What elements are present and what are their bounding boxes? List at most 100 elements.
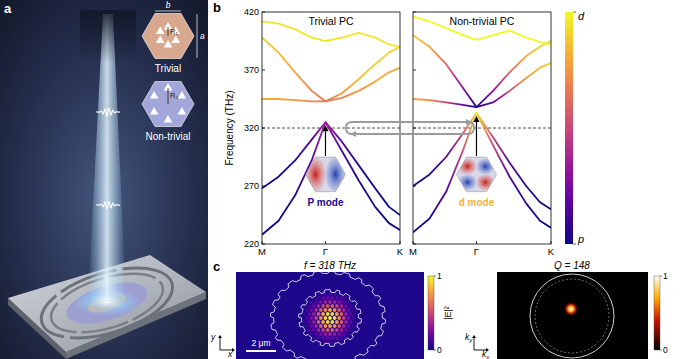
field-spot: [307, 304, 311, 308]
field-spot: [326, 312, 330, 316]
field-spot: [335, 320, 339, 324]
y-tick: [413, 186, 416, 187]
axis-label: kx: [482, 349, 490, 359]
field-spot: [328, 316, 332, 320]
inset-arrow: [325, 131, 326, 156]
field-spot: [317, 296, 321, 300]
dimension-line: [155, 11, 181, 12]
field-spot: [312, 320, 316, 324]
field-spot: [353, 320, 357, 324]
field-spot: [312, 304, 316, 308]
field-spot: [333, 308, 337, 312]
arrow-head: [466, 119, 472, 125]
radius-line: [168, 88, 169, 104]
field-spot: [330, 312, 334, 316]
rect: [305, 154, 345, 194]
field-spot: [344, 320, 348, 324]
field-spot: [344, 328, 348, 332]
dimension-line: [197, 14, 198, 58]
text: R₁: [170, 27, 178, 36]
inset-frame: [306, 157, 346, 192]
field-spot: [330, 304, 334, 308]
field-spot: [335, 312, 339, 316]
field-spot: [326, 320, 330, 324]
axis-symbol: x: [227, 349, 233, 359]
band-plot: 220270320370420MΓKTrivial PCFrequency (T…: [224, 7, 404, 257]
mode-profile: [456, 154, 496, 194]
text: Frequency (THz): [224, 90, 235, 165]
y-tick: [413, 128, 416, 129]
unit-cell: [142, 82, 194, 127]
field-spot: [317, 320, 321, 324]
arrow-head: [473, 116, 479, 122]
field-spot: [324, 308, 328, 312]
arrow-head: [350, 131, 356, 137]
field-lobe: [325, 157, 345, 191]
field-spot: [340, 312, 344, 316]
field-spot: [324, 316, 328, 320]
cavity-outline: [270, 272, 385, 359]
field-spot: [317, 328, 321, 332]
field-spot: [317, 312, 321, 316]
field-spot: [347, 316, 351, 320]
axis-arrow: [220, 338, 221, 350]
field-spot: [349, 328, 353, 332]
field-spot: [337, 300, 341, 304]
field-spot: [335, 304, 339, 308]
field-spot: [307, 328, 311, 332]
text: Γ: [323, 246, 328, 257]
field-spot: [344, 296, 348, 300]
text: M: [258, 246, 266, 257]
field-spot: [347, 308, 351, 312]
text: 1: [437, 271, 442, 281]
band: [262, 122, 400, 215]
field-spot: [340, 320, 344, 324]
text: c: [213, 259, 220, 274]
field-spot: [347, 324, 351, 328]
exchange-loop: [346, 122, 474, 134]
text: K: [397, 246, 404, 257]
text: Q = 148: [554, 260, 590, 271]
field-spot: [305, 324, 309, 328]
band: [262, 68, 400, 102]
field-spot: [333, 332, 337, 336]
field-spot: [333, 324, 337, 328]
light-cone: [530, 274, 614, 358]
text: Γ: [474, 246, 479, 257]
far-field-background: [497, 272, 648, 359]
y-tick: [262, 12, 265, 13]
field-spot: [312, 336, 316, 340]
field-spot: [328, 324, 332, 328]
text: a: [200, 31, 205, 41]
field-spot: [319, 332, 323, 336]
field-spot: [328, 308, 332, 312]
field-spot: [340, 328, 344, 332]
unit-cell: [142, 14, 194, 59]
plot-frame: [413, 12, 551, 244]
field-spot: [319, 300, 323, 304]
field-spot: [340, 336, 344, 340]
air-triangle: [172, 36, 181, 43]
field-spot: [310, 316, 314, 320]
arrow-head: [218, 335, 222, 338]
text: 370: [244, 65, 259, 75]
field-spot: [310, 308, 314, 312]
field-map: [236, 272, 424, 359]
y-tick: [413, 12, 416, 13]
text: 320: [244, 123, 259, 133]
field-spot: [333, 316, 337, 320]
field-spot: [349, 304, 353, 308]
field-spot: [324, 300, 328, 304]
field-spot: [347, 332, 351, 336]
air-triangle: [178, 107, 187, 114]
colorbar: [654, 276, 660, 350]
field-spot: [321, 312, 325, 316]
field-spot: [353, 312, 357, 316]
text: 1: [663, 271, 668, 281]
field-spot: [335, 336, 339, 340]
field-spot: [303, 312, 307, 316]
text: P mode: [308, 197, 344, 208]
text: b: [213, 0, 221, 15]
text: K: [548, 246, 555, 257]
plot-frame: [262, 12, 400, 244]
